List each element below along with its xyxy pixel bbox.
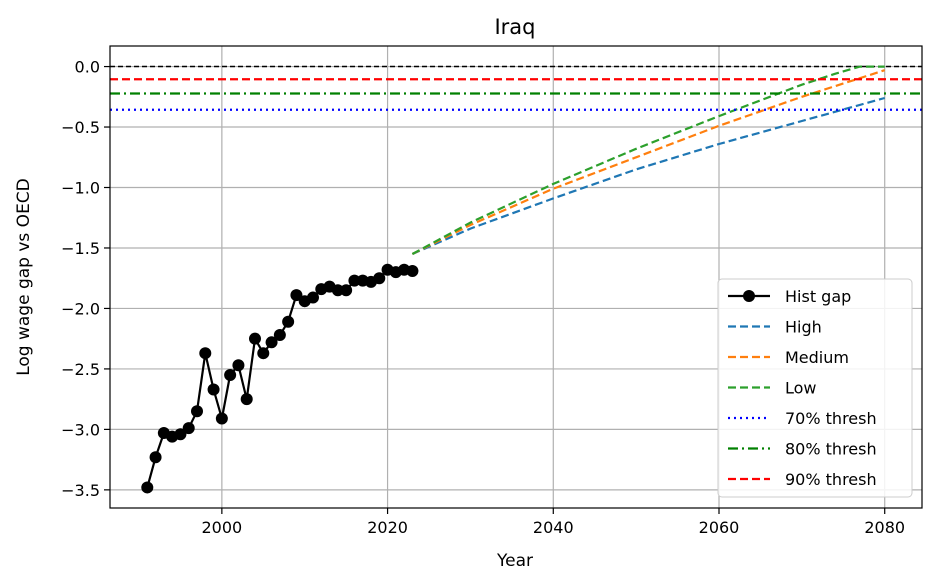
y-tick-label: −3.0 bbox=[61, 420, 100, 439]
data-point-hist-gap bbox=[340, 284, 353, 297]
x-tick-label: 2000 bbox=[201, 518, 242, 537]
data-point-hist-gap bbox=[406, 264, 419, 277]
data-point-hist-gap bbox=[224, 368, 237, 381]
y-tick-label: −1.0 bbox=[61, 179, 100, 198]
legend-label-medium: Medium bbox=[785, 348, 849, 367]
data-point-hist-gap bbox=[199, 347, 212, 360]
data-point-hist-gap bbox=[307, 291, 319, 304]
legend-marker-hist-gap bbox=[743, 290, 755, 302]
data-point-hist-gap bbox=[331, 284, 344, 297]
y-tick-label: −2.0 bbox=[61, 299, 100, 318]
y-tick-label: −0.5 bbox=[61, 118, 100, 137]
data-point-hist-gap bbox=[149, 451, 162, 464]
chart-title: Iraq bbox=[494, 15, 535, 39]
x-tick-label: 2080 bbox=[864, 518, 905, 537]
data-point-hist-gap bbox=[265, 336, 278, 349]
y-tick-label: −2.5 bbox=[61, 360, 100, 379]
data-point-hist-gap bbox=[174, 428, 187, 441]
legend-label-70pct-thresh: 70% thresh bbox=[785, 409, 877, 428]
data-point-hist-gap bbox=[373, 272, 386, 285]
data-point-hist-gap bbox=[348, 274, 361, 287]
data-point-hist-gap bbox=[282, 315, 295, 328]
legend-label-hist-gap: Hist gap bbox=[785, 287, 851, 306]
data-point-hist-gap bbox=[240, 393, 253, 406]
data-point-hist-gap bbox=[182, 422, 195, 435]
x-tick-label: 2020 bbox=[367, 518, 408, 537]
y-tick-label: 0.0 bbox=[75, 58, 100, 77]
series-line-high bbox=[411, 96, 885, 256]
legend-label-high: High bbox=[785, 318, 822, 337]
x-tick-label: 2040 bbox=[533, 518, 574, 537]
data-point-hist-gap bbox=[290, 289, 303, 302]
data-point-hist-gap bbox=[232, 359, 245, 372]
data-point-hist-gap bbox=[249, 332, 261, 345]
y-axis-label: Log wage gap vs OECD bbox=[14, 178, 34, 376]
x-tick-label: 2060 bbox=[699, 518, 740, 537]
x-axis-label: Year bbox=[496, 551, 533, 571]
series-line-medium bbox=[411, 69, 886, 255]
y-tick-label: −1.5 bbox=[61, 239, 100, 258]
legend-box bbox=[717, 278, 913, 498]
plot-area: 2000 2020 2040 2060 2080 0.0 −0.5 −1.0 −1.5 −2.0 −… bbox=[61, 45, 923, 537]
y-tick-label: −3.5 bbox=[61, 481, 100, 500]
data-point-hist-gap bbox=[215, 412, 228, 425]
legend-label-90pct-thresh: 90% thresh bbox=[785, 470, 877, 489]
legend-label-low: Low bbox=[785, 379, 817, 398]
axes-frame bbox=[109, 45, 923, 509]
data-point-hist-gap bbox=[191, 405, 203, 418]
series-line-low bbox=[411, 65, 885, 255]
data-point-hist-gap bbox=[141, 481, 154, 494]
series-line-hist-gap bbox=[146, 268, 413, 488]
legend-label-80pct-thresh: 80% thresh bbox=[785, 440, 877, 459]
legend: Hist gap High Medium Low 70% thresh 80% thres… bbox=[717, 278, 913, 498]
data-point-hist-gap bbox=[257, 347, 270, 360]
data-point-hist-gap bbox=[273, 329, 286, 342]
data-point-hist-gap bbox=[207, 383, 220, 396]
